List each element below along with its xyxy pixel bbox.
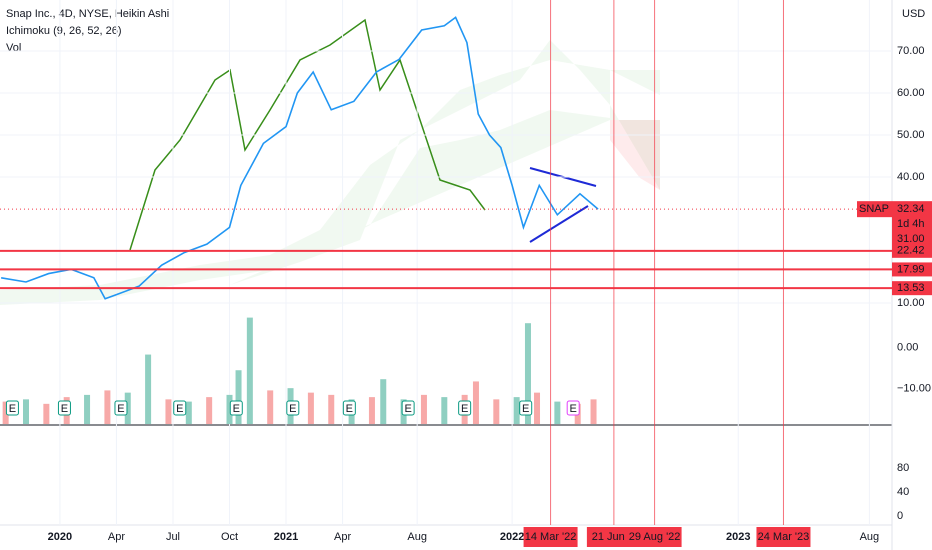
level-label: 13.53: [897, 282, 925, 294]
date-marker-label: 21 Jun '2: [592, 531, 636, 543]
level-label: 17.99: [897, 263, 925, 275]
volume-bar: [2, 401, 9, 424]
y-tick-label: 60.00: [897, 87, 925, 99]
earnings-label: E: [404, 403, 411, 415]
x-tick-label: 2021: [274, 531, 298, 543]
earnings-label: E: [176, 403, 183, 415]
indicator-label: Ichimoku (9, 26, 52, 26): [6, 25, 122, 37]
volume-bar: [206, 397, 213, 424]
volume-bar: [246, 317, 253, 424]
earnings-flag: [401, 400, 415, 416]
chart-title: Snap Inc., 4D, NYSE, Heikin Ashi: [6, 8, 169, 20]
earnings-label: E: [289, 403, 296, 415]
earnings-flag: [114, 400, 128, 416]
currency: USD: [902, 8, 925, 20]
volume-bar: [84, 394, 91, 424]
volume-bar: [441, 397, 448, 424]
earnings-label: E: [461, 403, 468, 415]
x-tick-label: 2020: [48, 531, 72, 543]
volume-bar: [104, 390, 111, 424]
y-tick-label: 80: [897, 462, 909, 474]
date-marker-box: [586, 527, 641, 547]
earnings-flag: [519, 400, 533, 416]
level-label: 22.42: [897, 245, 925, 257]
volume-bar: [124, 392, 131, 424]
volume-bar: [43, 403, 50, 424]
earnings-flag: [286, 400, 300, 416]
y-tick-label: 10.00: [897, 297, 925, 309]
countdown: 1d 4h: [897, 218, 925, 230]
volume-bar: [328, 394, 335, 424]
x-tick-label: Jul: [166, 531, 180, 543]
date-marker-box: [523, 527, 578, 547]
x-tick-label: Aug: [407, 531, 427, 543]
y-tick-label: −10.00: [897, 383, 931, 395]
earnings-label: E: [117, 403, 124, 415]
x-tick-label: 2022: [500, 531, 524, 543]
earnings-flag: [342, 400, 356, 416]
volume-bar: [235, 370, 242, 424]
low-label: 31.00: [897, 233, 925, 245]
level-box: [892, 262, 932, 277]
volume-bar: [165, 399, 172, 424]
x-tick-label: Oct: [221, 531, 238, 543]
price-label: 32.34: [897, 203, 925, 215]
date-marker-label: 24 Mar '23: [758, 531, 810, 543]
volume-bar: [267, 390, 274, 424]
volume-bar: [307, 392, 314, 424]
x-tick-label: Apr: [334, 531, 351, 543]
date-marker-box: [627, 527, 682, 547]
earnings-label: E: [61, 403, 68, 415]
volume-bar: [226, 394, 233, 424]
volume-bar: [534, 392, 541, 424]
volume-bar: [590, 399, 597, 424]
volume-bar: [472, 381, 479, 424]
volume-bar: [145, 354, 152, 424]
earnings-label: E: [570, 403, 577, 415]
symbol-box: [857, 201, 892, 218]
price-line: [0, 16, 599, 300]
date-marker-label: 14 Mar '22: [525, 531, 577, 543]
y-tick-label: 0.00: [897, 341, 918, 353]
symbol-label: SNAP: [859, 203, 889, 215]
y-tick-label: 50.00: [897, 129, 925, 141]
earnings-flag: [5, 400, 19, 416]
volume-bar: [185, 401, 192, 424]
indicator-label: Vol: [6, 42, 21, 54]
y-tick-label: 70.00: [897, 45, 925, 57]
volume-bar: [23, 399, 30, 424]
y-tick-label: 0: [897, 510, 903, 522]
triangle-lower: [529, 205, 589, 243]
y-tick-label: 40.00: [897, 171, 925, 183]
date-marker-box: [756, 527, 811, 547]
date-marker-label: 29 Aug '22: [629, 531, 681, 543]
x-tick-label: Aug: [860, 531, 880, 543]
x-tick-label: Apr: [108, 531, 125, 543]
earnings-flag: [57, 400, 71, 416]
earnings-flag: [566, 400, 580, 416]
volume-bar: [493, 399, 500, 424]
x-tick-label: 2023: [726, 531, 750, 543]
price-box: [892, 201, 932, 248]
level-box: [892, 281, 932, 296]
earnings-flag: [173, 400, 187, 416]
earnings-flag: [458, 400, 472, 416]
volume-bar: [420, 394, 427, 424]
earnings-label: E: [346, 403, 353, 415]
y-tick-label: 40: [897, 486, 909, 498]
volume-bar: [524, 323, 531, 424]
earnings-label: E: [9, 403, 16, 415]
earnings-label: E: [233, 403, 240, 415]
earnings-flag: [229, 400, 243, 416]
volume-bar: [380, 379, 387, 424]
volume-bar: [513, 397, 520, 424]
earnings-label: E: [522, 403, 529, 415]
volume-bar: [554, 401, 561, 424]
volume-bar: [368, 397, 375, 424]
lagging-span: [129, 18, 486, 251]
ichimoku-cloud-red: [610, 70, 660, 190]
level-box: [892, 243, 932, 258]
